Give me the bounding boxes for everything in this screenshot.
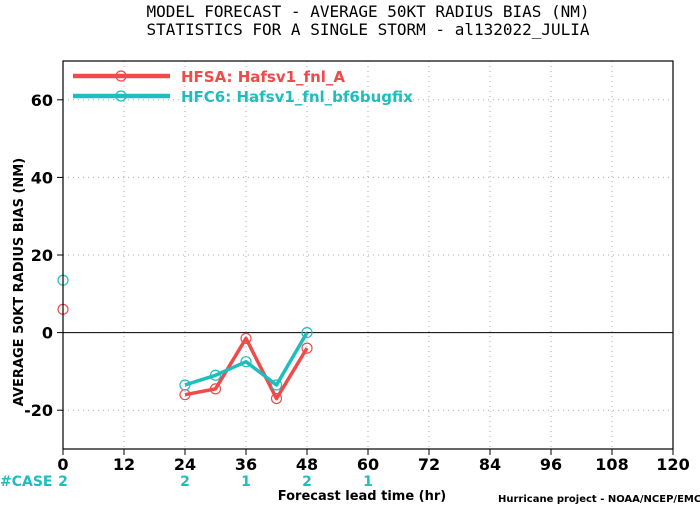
chart-subtitle: STATISTICS FOR A SINGLE STORM - al132022…	[146, 20, 589, 39]
data-point	[270, 379, 283, 391]
x-tick-label: 72	[418, 455, 440, 474]
credit-text: Hurricane project - NOAA/NCEP/EMC	[498, 494, 700, 505]
case-count: 1	[241, 474, 251, 490]
grid-lines	[62, 61, 674, 449]
legend-label: HFC6: Hafsv1_fnl_bf6bugfix	[181, 88, 413, 106]
chart-title: MODEL FORECAST - AVERAGE 50KT RADIUS BIA…	[146, 2, 589, 21]
data-point	[179, 379, 191, 391]
y-tick-label: 0	[42, 324, 53, 343]
case-count: 2	[58, 474, 68, 490]
data-point	[209, 369, 222, 381]
legend-label: HFSA: Hafsv1_fnl_A	[181, 68, 345, 86]
case-count: 2	[180, 474, 190, 490]
x-tick-label: 60	[357, 455, 379, 474]
y-tick-labels: -20 0 20 40 60	[24, 91, 63, 420]
series-line	[184, 336, 309, 401]
y-axis-label: AVERAGE 50KT RADIUS BIAS (NM)	[12, 158, 27, 406]
x-tick-label: 36	[235, 455, 257, 474]
series-line	[184, 331, 309, 387]
y-tick-label: 60	[31, 91, 53, 110]
case-counts: 2 2 1 2 1	[58, 474, 373, 490]
series-layer	[57, 274, 313, 405]
data-point	[301, 342, 313, 354]
case-count: 1	[363, 474, 373, 490]
y-tick-label: 20	[31, 246, 53, 265]
legend-marker	[115, 70, 127, 82]
x-tick-label: 96	[540, 455, 562, 474]
y-tick-label: -20	[24, 401, 53, 420]
data-point	[240, 332, 252, 345]
case-count: 2	[302, 474, 312, 490]
x-axis-label: Forecast lead time (hr)	[278, 489, 446, 504]
x-tick-label: 12	[113, 455, 135, 474]
data-point	[209, 383, 222, 395]
data-point	[270, 392, 283, 405]
x-tick-label: 0	[57, 455, 68, 474]
x-tick-label: 120	[656, 455, 689, 474]
x-tick-label: 84	[479, 455, 501, 474]
legend: HFSA: Hafsv1_fnl_A HFC6: Hafsv1_fnl_bf6bu…	[73, 68, 413, 106]
y-tick-label: 40	[31, 168, 53, 187]
data-point	[301, 327, 313, 339]
legend-marker	[115, 90, 127, 102]
x-tick-label: 108	[595, 455, 628, 474]
x-tick-label: 48	[296, 455, 318, 474]
data-point	[240, 356, 252, 368]
case-label: #CASE	[0, 474, 53, 490]
x-tick-labels: 0 12 24 36 48 60 72 84 96 108 120	[57, 449, 690, 474]
x-tick-label: 24	[174, 455, 196, 474]
